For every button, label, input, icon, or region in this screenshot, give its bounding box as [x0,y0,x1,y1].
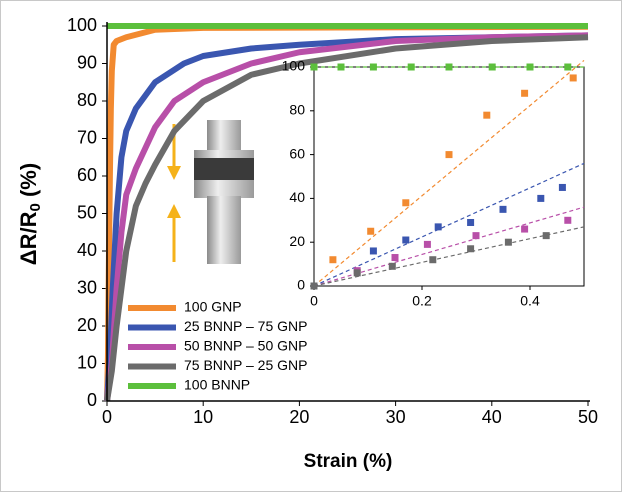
point [369,247,377,255]
point [569,74,577,82]
y-tick-label: 80 [77,90,97,110]
point [391,254,399,262]
y-tick-label: 20 [77,315,97,335]
point [423,240,431,248]
point [337,63,345,71]
y-tick-label: 20 [289,233,305,249]
x-tick-label: 10 [193,407,213,427]
legend-label: 100 GNP [184,299,242,315]
inset-frame [313,66,585,287]
point [429,256,437,264]
x-tick-label: 30 [386,407,406,427]
y-tick-label: 100 [282,58,306,74]
y-tick-label: 0 [297,277,305,293]
x-tick-label: 0.2 [412,293,432,309]
y-tick-label: 60 [77,165,97,185]
point [467,245,475,253]
point [402,236,410,244]
trend-line [313,206,585,287]
point [542,232,550,240]
legend-label: 100 BNNP [184,377,250,393]
x-tick-label: 0.4 [520,293,540,309]
point [504,238,512,246]
y-tick-label: 40 [289,189,305,205]
x-tick-label: 50 [578,407,598,427]
point [369,63,377,71]
point [488,63,496,71]
point [558,183,566,191]
x-tick-label: 20 [289,407,309,427]
point [434,223,442,231]
y-tick-label: 60 [289,145,305,161]
series-line [104,34,589,402]
y-tick-label: 90 [77,52,97,72]
legend-label: 50 BNNP – 50 GNP [184,338,307,354]
point [353,269,361,277]
y-tick-label: 70 [77,127,97,147]
point [310,63,318,71]
y-tick-label: 0 [87,390,97,410]
point [407,63,415,71]
y-label-unit: (%) [16,163,41,203]
y-label-sub: 0 [27,203,44,211]
y-axis-label: ΔR/R0 (%) [16,163,44,265]
y-tick-label: 30 [77,277,97,297]
point [521,89,529,97]
point [445,63,453,71]
point [472,232,480,240]
y-tick-label: 80 [289,102,305,118]
series-line [104,32,589,402]
point [537,194,545,202]
trend-line [313,59,585,287]
x-tick-label: 40 [482,407,502,427]
y-tick-label: 100 [67,15,97,35]
series-line [104,23,589,402]
legend-label: 75 BNNP – 25 GNP [184,357,307,373]
x-tick-label: 0 [310,293,318,309]
point [388,262,396,270]
point [310,282,318,290]
point [367,227,375,235]
x-tick-label: 0 [102,407,112,427]
point [521,225,529,233]
point [564,63,572,71]
point [526,63,534,71]
x-axis-label: Strain (%) [304,451,393,472]
point [499,205,507,213]
y-tick-label: 40 [77,240,97,260]
legend-label: 25 BNNP – 75 GNP [184,318,307,334]
point [445,151,453,159]
trend-line [313,162,585,287]
y-tick-label: 50 [77,202,97,222]
point [467,218,475,226]
y-label-main: ΔR/R [16,211,41,265]
point [402,199,410,207]
point [329,256,337,264]
point [483,111,491,119]
y-tick-label: 10 [77,352,97,372]
sample-illustration [167,120,254,264]
point [564,216,572,224]
series-line [104,32,589,402]
